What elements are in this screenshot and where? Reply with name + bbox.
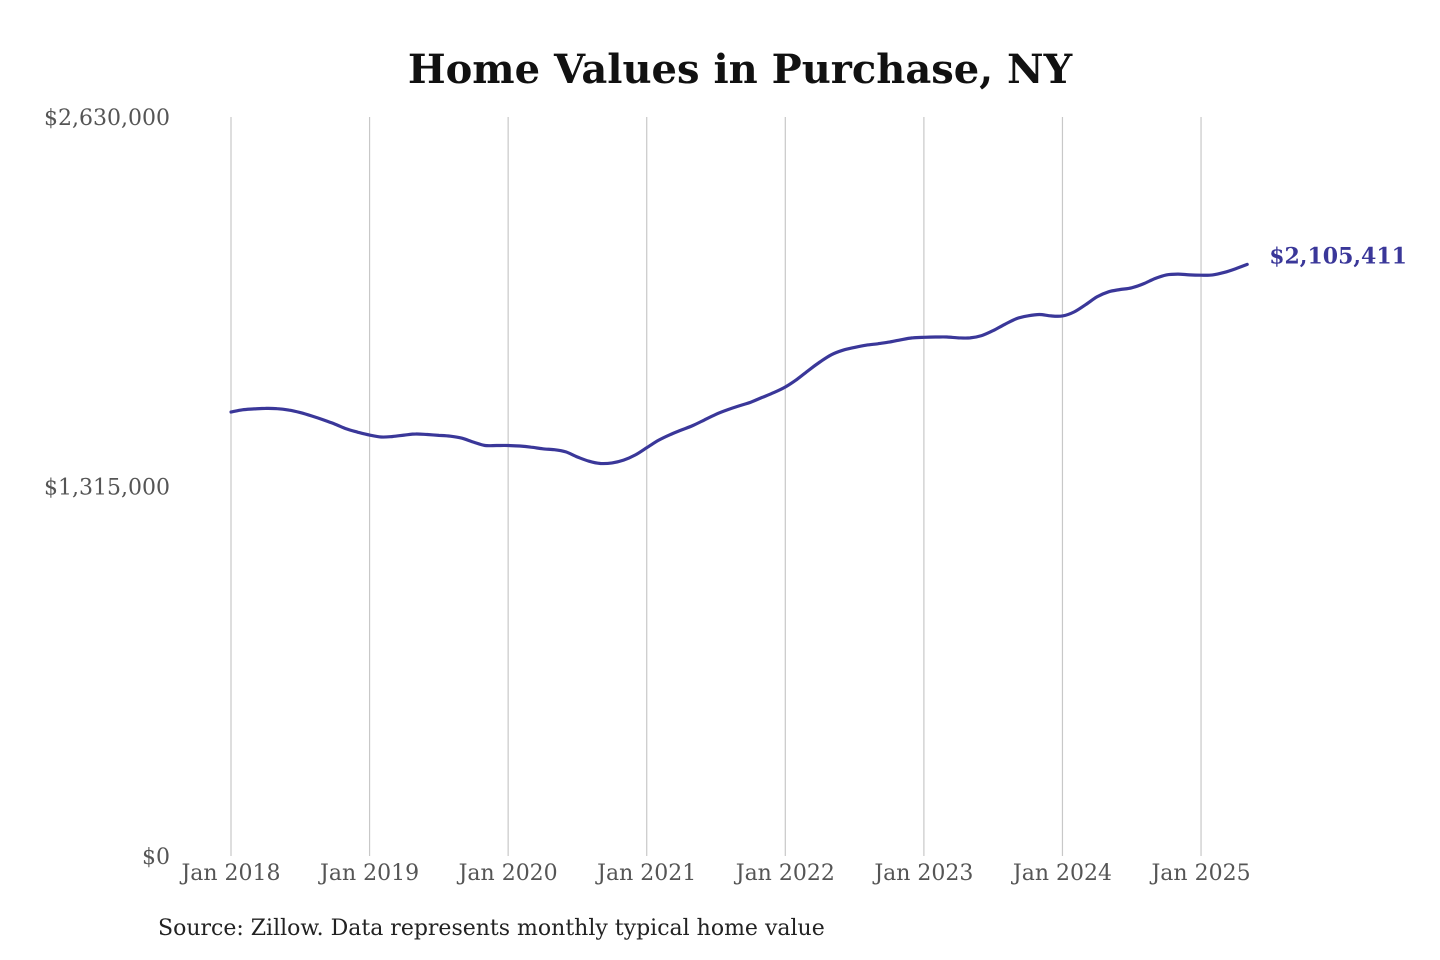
x-tick-label: Jan 2022 (734, 861, 835, 886)
x-axis-ticks: Jan 2018 Jan 2019 Jan 2020 Jan 2021 Jan 2022… (179, 861, 1250, 886)
y-tick-label: $1,315,000 (44, 476, 170, 501)
x-tick-label: Jan 2021 (595, 861, 696, 886)
x-tick-label: Jan 2019 (318, 861, 419, 886)
y-tick-label: $0 (142, 845, 170, 870)
chart-title: Home Values in Purchase, NY (408, 46, 1073, 93)
gridlines (230, 117, 1202, 856)
y-axis-ticks: $0 $1,315,000 $2,630,000 (44, 106, 170, 870)
series-line (229, 262, 1249, 466)
series-layer (229, 262, 1249, 466)
x-tick-label: Jan 2023 (872, 861, 973, 886)
x-tick-label: Jan 2025 (1149, 861, 1250, 886)
y-tick-label: $2,630,000 (44, 106, 170, 131)
x-tick-label: Jan 2020 (457, 861, 558, 886)
x-tick-label: Jan 2018 (179, 861, 280, 886)
source-note: Source: Zillow. Data represents monthly … (158, 916, 825, 941)
x-tick-label: Jan 2024 (1011, 861, 1112, 886)
end-value-label: $2,105,411 (1269, 243, 1407, 269)
